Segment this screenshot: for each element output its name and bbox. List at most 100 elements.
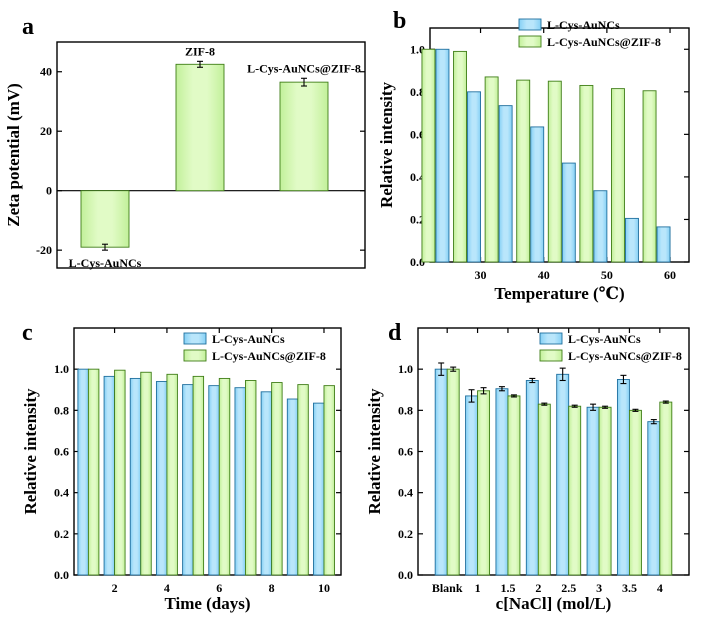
bar-series-2 — [114, 369, 126, 576]
bar-data-label: L-Cys-AuNCs — [69, 256, 142, 270]
y-axis-label: Zeta potential (mV) — [4, 83, 23, 227]
y-axis-label: Relative intensity — [365, 388, 384, 515]
bar-series-2 — [166, 373, 178, 576]
bar-series-1 — [593, 190, 608, 263]
legend-swatch — [183, 349, 207, 362]
y-tick-label: 0.4 — [410, 170, 425, 184]
bar-series-2 — [245, 380, 257, 576]
bar-series-2 — [477, 390, 491, 576]
bar-series-1 — [525, 380, 539, 576]
y-axis-label: Relative intensity — [377, 81, 396, 208]
y-tick-label: 0.8 — [54, 403, 69, 417]
y-tick-label: 0.6 — [54, 445, 69, 459]
y-tick-label: 0.4 — [54, 486, 69, 500]
y-axis-label: Relative intensity — [21, 388, 40, 515]
bar-series-2 — [547, 80, 562, 263]
x-tick-label: 50 — [601, 268, 613, 282]
x-tick-label: 2 — [112, 581, 118, 595]
y-tick-label: -20 — [36, 243, 52, 257]
bar-series-2 — [87, 368, 100, 576]
bar-series-2 — [516, 79, 531, 263]
bar-series-1 — [556, 373, 570, 576]
bar-series-1 — [616, 379, 630, 576]
bar-series-2 — [453, 50, 467, 263]
y-tick-label: 0.8 — [398, 403, 413, 417]
x-tick-label: 60 — [664, 268, 676, 282]
y-tick-label: 0.0 — [54, 568, 69, 582]
bar — [175, 63, 225, 192]
y-tick-label: 40 — [40, 65, 52, 79]
y-tick-label: 1.0 — [410, 42, 425, 56]
bar-series-2 — [628, 409, 642, 576]
y-tick-label: 1.0 — [54, 362, 69, 376]
y-tick-label: 0.0 — [398, 568, 413, 582]
bar-data-label: L-Cys-AuNCs@ZIF-8 — [247, 61, 361, 75]
bar-series-1 — [586, 406, 600, 576]
bar-series-2 — [537, 403, 551, 576]
y-tick-label: 0.0 — [410, 255, 425, 269]
bar-series-1 — [625, 217, 639, 263]
x-tick-label: 4 — [164, 581, 170, 595]
bar-series-2 — [659, 401, 673, 576]
legend-swatch — [518, 35, 542, 48]
bar-series-1 — [260, 391, 273, 576]
bar — [80, 190, 130, 248]
legend-label: L-Cys-AuNCs@ZIF-8 — [212, 349, 326, 363]
bar-series-1 — [77, 368, 89, 576]
x-tick-label: Blank — [432, 581, 463, 595]
bar-series-1 — [208, 385, 220, 576]
bar-series-1 — [129, 377, 142, 576]
legend-label: L-Cys-AuNCs — [212, 332, 285, 346]
y-tick-label: 20 — [40, 124, 52, 138]
x-tick-label: 3.5 — [622, 581, 637, 595]
x-axis-label: c[NaCl] (mol/L) — [496, 594, 612, 613]
x-tick-label: 10 — [318, 581, 330, 595]
bar-series-1 — [155, 381, 168, 576]
bar-series-1 — [313, 402, 325, 576]
legend-label: L-Cys-AuNCs@ZIF-8 — [547, 35, 661, 49]
legend-label: L-Cys-AuNCs@ZIF-8 — [568, 349, 682, 363]
bar-series-2 — [484, 76, 499, 263]
bar-series-2 — [140, 371, 152, 576]
y-tick-label: 0.4 — [398, 486, 413, 500]
x-tick-label: 6 — [216, 581, 222, 595]
y-tick-label: 0.2 — [410, 212, 425, 226]
panel-letter-a: a — [22, 14, 34, 40]
bar-series-1 — [561, 162, 576, 263]
bar-series-1 — [656, 226, 671, 263]
x-tick-label: 4 — [657, 581, 663, 595]
panel-c: c 0.0 0.2 0.4 0.6 0.8 1.0 Relative intensity 2 4 6… — [21, 320, 342, 613]
panel-a: a -20 0 20 40 Zeta potential (mV) L-Cys-AuNCs Z… — [4, 14, 366, 270]
bar-series-1 — [286, 398, 299, 576]
bar-data-label: ZIF-8 — [185, 44, 215, 58]
bar-series-2 — [192, 375, 205, 576]
bar-series-1 — [465, 395, 479, 576]
bar-series-2 — [507, 395, 521, 576]
panel-d: d 0.0 0.2 0.4 0.6 0.8 1.0 Relative intensity Bla… — [365, 320, 690, 613]
x-tick-label: 30 — [475, 268, 487, 282]
legend-swatch — [539, 332, 563, 345]
x-tick-label: 3 — [596, 581, 602, 595]
x-tick-label: 1.5 — [500, 581, 515, 595]
bar-series-2 — [421, 48, 436, 263]
x-axis-label: Temperature (℃) — [494, 284, 624, 303]
x-tick-label: 2.5 — [561, 581, 576, 595]
bar-series-2 — [568, 405, 582, 576]
y-tick-label: 0.6 — [410, 127, 425, 141]
legend-label: L-Cys-AuNCs — [547, 18, 620, 32]
x-tick-label: 40 — [538, 268, 550, 282]
legend-swatch — [539, 349, 563, 362]
bar-series-2 — [611, 88, 625, 263]
y-tick-label: 0.2 — [54, 527, 69, 541]
bar-series-1 — [498, 105, 513, 263]
bar-series-2 — [446, 368, 460, 576]
bar-series-2 — [297, 384, 309, 576]
bar-series-1 — [647, 421, 661, 576]
y-tick-label: 1.0 — [398, 362, 413, 376]
panel-letter-d: d — [388, 320, 402, 346]
legend-label: L-Cys-AuNCs — [568, 332, 641, 346]
y-tick-label: 0 — [46, 184, 52, 198]
x-tick-label: 1 — [475, 581, 481, 595]
y-tick-label: 0.6 — [398, 445, 413, 459]
